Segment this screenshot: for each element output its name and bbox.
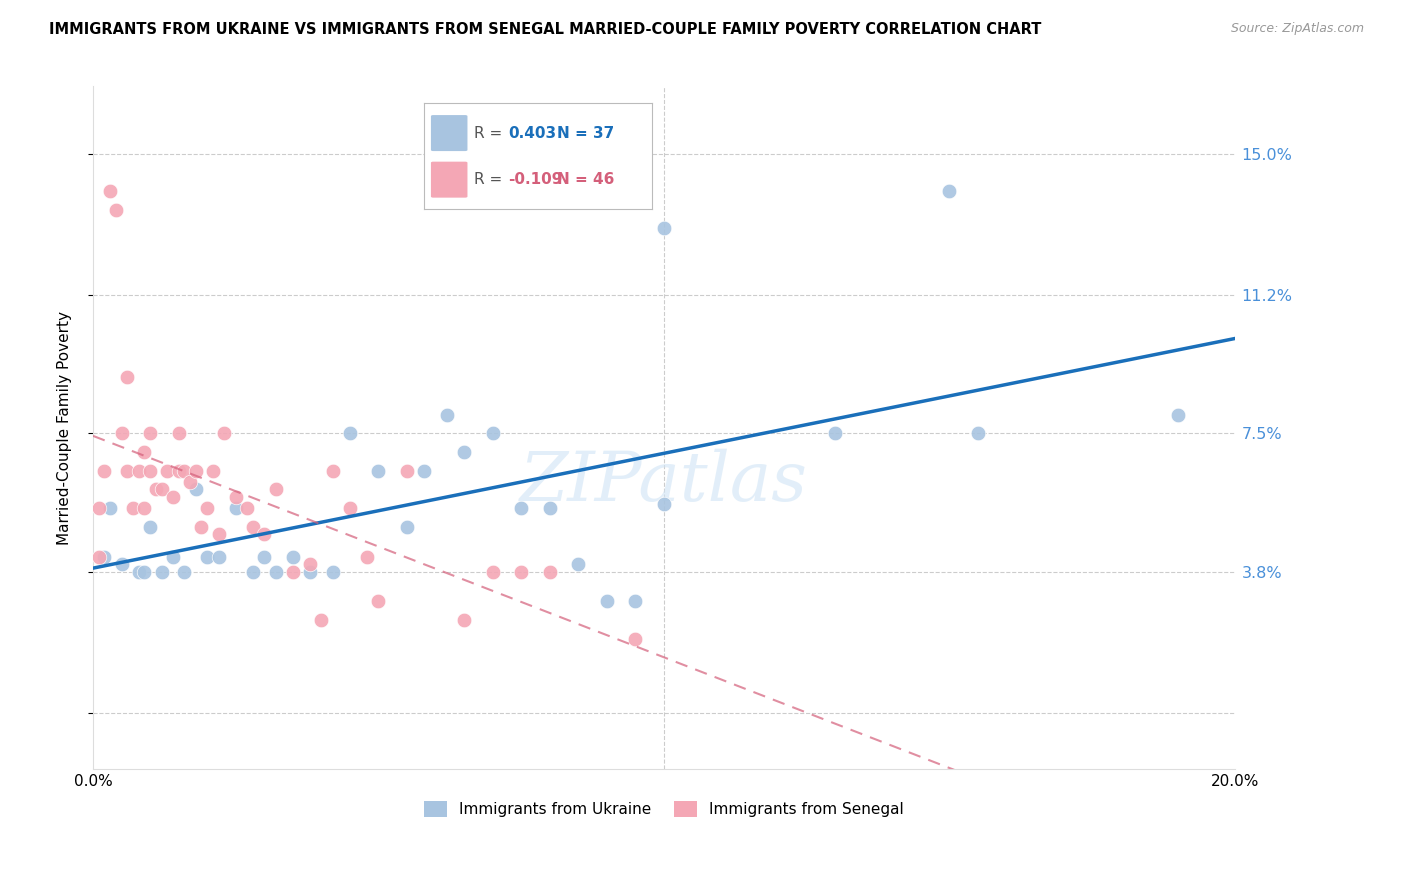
Point (98, 501, 121, 516)
Point (87, 549, 110, 564)
Point (162, 549, 184, 564)
Point (134, 501, 156, 516)
Point (93, 464, 115, 478)
Text: Source: ZipAtlas.com: Source: ZipAtlas.com (1230, 22, 1364, 36)
Point (207, 527, 229, 541)
Point (207, 549, 229, 564)
Legend: Immigrants from Ukraine, Immigrants from Senegal: Immigrants from Ukraine, Immigrants from… (418, 795, 910, 823)
Point (225, 501, 247, 516)
Point (195, 501, 218, 516)
Point (281, 549, 304, 564)
Point (298, 565, 321, 579)
Point (322, 565, 344, 579)
Point (236, 501, 259, 516)
Point (253, 549, 276, 564)
Point (201, 464, 224, 478)
Point (87, 501, 110, 516)
Point (225, 490, 247, 504)
Point (824, 426, 846, 441)
Point (624, 632, 647, 646)
Point (1167, 408, 1189, 422)
Point (413, 464, 436, 478)
Point (139, 464, 162, 478)
Point (156, 464, 179, 478)
Point (264, 565, 287, 579)
Point (966, 426, 988, 441)
Point (134, 565, 156, 579)
Y-axis label: Married-Couple Family Poverty: Married-Couple Family Poverty (58, 310, 72, 545)
Point (510, 565, 533, 579)
Point (122, 501, 145, 516)
Text: ZIPatlas: ZIPatlas (520, 449, 808, 516)
Point (110, 557, 132, 571)
Point (395, 520, 418, 534)
Point (145, 483, 167, 497)
Point (510, 501, 533, 516)
Point (481, 565, 503, 579)
Point (356, 549, 378, 564)
Point (453, 613, 475, 627)
Point (339, 426, 361, 441)
Point (253, 527, 276, 541)
Point (167, 464, 190, 478)
Point (395, 464, 418, 478)
Point (436, 408, 458, 422)
Point (242, 520, 264, 534)
Point (139, 426, 162, 441)
Point (367, 594, 389, 608)
Point (150, 483, 173, 497)
Point (938, 184, 960, 198)
Point (298, 557, 321, 571)
Point (179, 475, 201, 489)
Point (281, 565, 304, 579)
Point (93, 549, 115, 564)
Text: IMMIGRANTS FROM UKRAINE VS IMMIGRANTS FROM SENEGAL MARRIED-COUPLE FAMILY POVERTY: IMMIGRANTS FROM UKRAINE VS IMMIGRANTS FR… (49, 22, 1042, 37)
Point (242, 565, 264, 579)
Point (339, 501, 361, 516)
Point (190, 520, 212, 534)
Point (538, 501, 561, 516)
Point (134, 445, 156, 459)
Point (652, 221, 675, 235)
Point (173, 464, 195, 478)
Point (214, 426, 236, 441)
Point (150, 565, 173, 579)
Point (624, 594, 647, 608)
Point (162, 490, 184, 504)
Point (596, 594, 619, 608)
Point (128, 464, 150, 478)
Point (128, 565, 150, 579)
Point (117, 464, 139, 478)
Point (110, 426, 132, 441)
Point (367, 464, 389, 478)
Point (139, 520, 162, 534)
Point (117, 370, 139, 384)
Point (453, 445, 475, 459)
Point (104, 202, 127, 217)
Point (184, 464, 207, 478)
Point (538, 565, 561, 579)
Point (173, 565, 195, 579)
Point (195, 549, 218, 564)
Point (311, 613, 333, 627)
Point (264, 483, 287, 497)
Point (481, 426, 503, 441)
Point (322, 464, 344, 478)
Point (652, 497, 675, 511)
Point (567, 557, 589, 571)
Point (167, 426, 190, 441)
Point (184, 483, 207, 497)
Point (98, 184, 121, 198)
